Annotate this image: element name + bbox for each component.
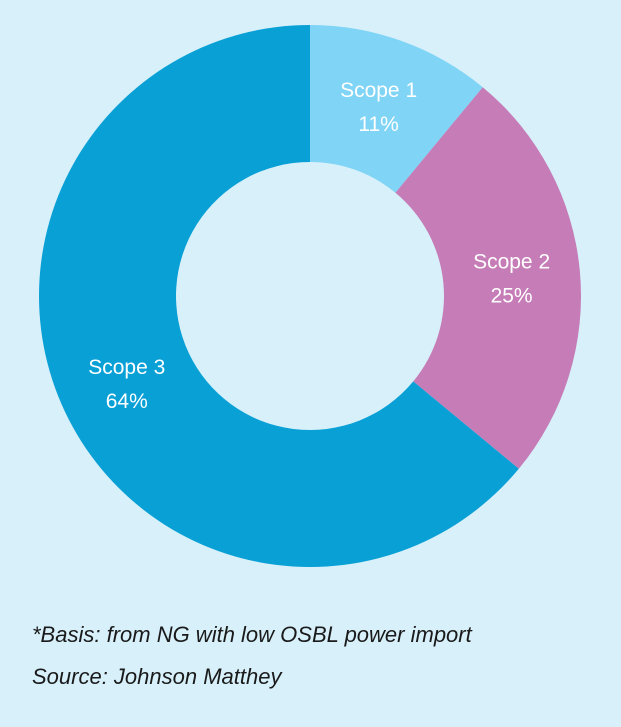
slice-category: Scope 3 bbox=[88, 356, 165, 379]
source: Source: Johnson Matthey bbox=[32, 664, 283, 689]
slice bbox=[310, 25, 483, 193]
footnote: *Basis: from NG with low OSBL power impo… bbox=[32, 622, 473, 647]
slice-labels: Scope 1 11% Scope 2 25% Scope 3 64% bbox=[88, 79, 550, 413]
slice bbox=[38, 25, 519, 568]
slice-value: 64% bbox=[106, 390, 148, 413]
donut bbox=[38, 25, 581, 568]
slice-value: 11% bbox=[358, 113, 398, 136]
slice-category: Scope 2 bbox=[473, 250, 550, 273]
slice-category: Scope 1 bbox=[340, 79, 417, 102]
slice-value: 25% bbox=[491, 284, 533, 307]
slice bbox=[395, 87, 581, 469]
